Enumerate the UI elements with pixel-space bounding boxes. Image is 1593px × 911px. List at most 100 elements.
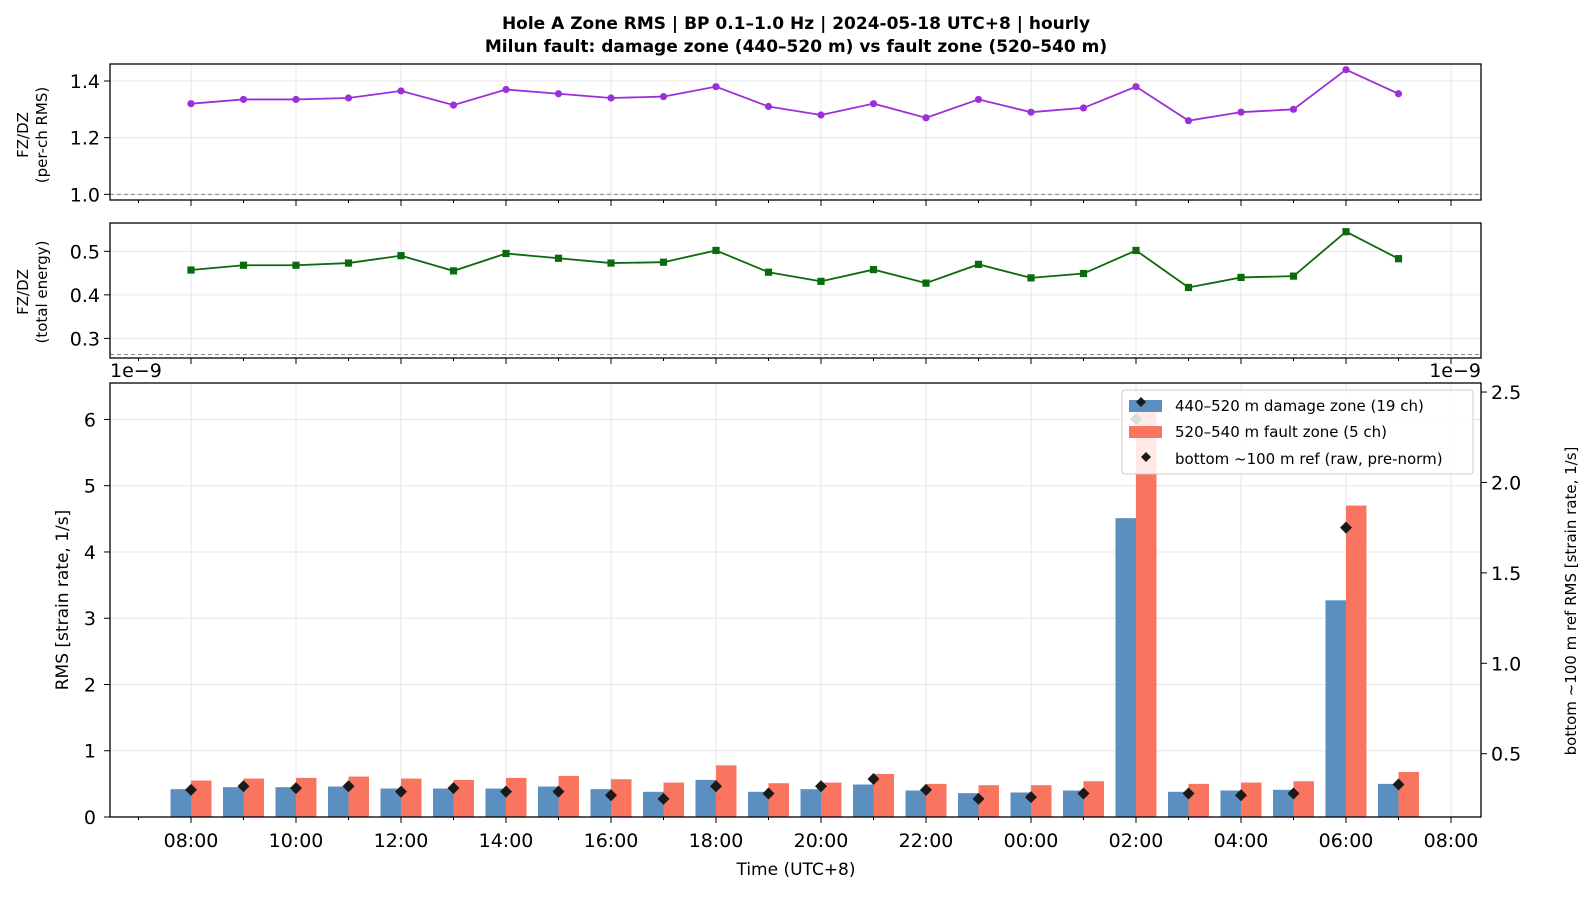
- data-point: [712, 246, 720, 255]
- data-point: [817, 277, 825, 285]
- data-point: [974, 95, 983, 104]
- x-tick-label: 00:00: [1004, 830, 1059, 852]
- legend-marker-reference: [1141, 452, 1151, 462]
- data-point: [817, 111, 825, 119]
- data-point: [344, 259, 353, 267]
- bar-damage-zone: [223, 787, 244, 817]
- right-y-tick-label: 0.5: [1491, 744, 1521, 766]
- bar-damage-zone: [328, 786, 349, 817]
- reference-marker: [1287, 787, 1300, 800]
- reference-marker: [1235, 789, 1247, 802]
- panel1-ylabel-line2: (per-ch RMS): [33, 87, 51, 183]
- reference-marker: [1025, 791, 1037, 804]
- bar-damage-zone: [853, 784, 874, 817]
- panel1-ylabel-line1: FZ/DZ: [14, 112, 32, 158]
- bar-fault-zone: [978, 785, 999, 817]
- bar-fault-zone: [191, 780, 212, 817]
- bar-fault-zone: [716, 765, 737, 817]
- y-tick-label: 5: [84, 476, 96, 498]
- data-point: [659, 92, 668, 101]
- bar-fault-zone: [873, 773, 894, 817]
- bar-fault-zone: [401, 778, 422, 817]
- reference-marker: [290, 782, 302, 795]
- data-point: [1027, 274, 1035, 282]
- panel-frame: [109, 382, 1482, 818]
- panel-ratio-rms: 1.0 1.2 1.4: [70, 63, 1482, 206]
- bar-fault-zone: [506, 777, 527, 817]
- reference-marker: [1182, 787, 1195, 800]
- x-tick-label: 16:00: [584, 830, 639, 852]
- data-point: [659, 258, 668, 266]
- x-tick-label: 12:00: [374, 830, 429, 852]
- bar-damage-zone: [1168, 791, 1189, 817]
- data-point: [344, 94, 353, 102]
- reference-marker: [395, 785, 407, 798]
- reference-marker: [552, 785, 565, 798]
- legend-swatch-fault-zone: [1129, 426, 1162, 438]
- data-point: [554, 254, 563, 262]
- data-point: [1237, 108, 1245, 116]
- x-tick-label: 22:00: [899, 830, 954, 852]
- bar-damage-zone: [170, 789, 191, 817]
- right-y-tick-label: 2.0: [1491, 472, 1521, 494]
- data-point: [397, 87, 405, 95]
- reference-marker: [1340, 521, 1352, 534]
- legend-box: [1121, 389, 1474, 475]
- bar-damage-zone: [538, 786, 559, 817]
- reference-marker: [815, 780, 827, 793]
- data-point: [187, 100, 195, 108]
- reference-marker: [920, 783, 932, 796]
- y-tick-label: 0.5: [70, 241, 100, 263]
- series-line: [190, 68, 1399, 122]
- bar-fault-zone: [243, 778, 264, 817]
- x-axis-label: Time (UTC+8): [735, 860, 855, 880]
- data-point: [449, 101, 458, 109]
- x-tick-label: 06:00: [1319, 830, 1374, 852]
- bar-damage-zone: [433, 788, 454, 817]
- bar-damage-zone: [800, 789, 821, 817]
- bar-fault-zone: [768, 783, 789, 817]
- bar-fault-zone: [1031, 785, 1052, 817]
- reference-marker: [972, 792, 985, 805]
- data-point: [292, 261, 300, 269]
- y-tick-label: 1.2: [70, 128, 100, 150]
- bar-fault-zone: [1188, 783, 1209, 817]
- data-point: [1184, 117, 1193, 125]
- data-point: [292, 95, 300, 104]
- data-point: [1394, 90, 1403, 98]
- bar-fault-zone: [663, 782, 684, 817]
- data-point: [607, 259, 615, 267]
- panel3-ylabel-right: bottom ~100 m ref RMS [strain rate, 1/s]: [1562, 447, 1580, 756]
- bar-fault-zone: [926, 783, 947, 817]
- data-point: [239, 95, 248, 104]
- data-point: [1079, 104, 1088, 112]
- y-tick-label: 0.3: [70, 328, 100, 350]
- data-point: [1289, 105, 1298, 113]
- reference-marker: [657, 792, 670, 805]
- bar-damage-zone: [695, 779, 716, 817]
- bar-damage-zone: [748, 791, 769, 817]
- x-tick-label: 08:00: [164, 830, 219, 852]
- data-point: [449, 267, 458, 275]
- data-point: [1184, 283, 1193, 292]
- reference-marker: [500, 785, 512, 798]
- bar-damage-zone: [1063, 790, 1084, 817]
- bar-fault-zone: [296, 777, 317, 817]
- data-point: [1289, 272, 1298, 280]
- data-point: [712, 83, 720, 91]
- bar-damage-zone: [1220, 790, 1241, 817]
- data-point: [1237, 273, 1245, 282]
- x-tick-label: 02:00: [1109, 830, 1164, 852]
- data-point: [607, 94, 615, 102]
- bar-damage-zone: [1378, 783, 1399, 817]
- data-point: [869, 265, 878, 274]
- data-point: [922, 279, 930, 287]
- reference-marker: [185, 783, 197, 796]
- bar-fault-zone: [1083, 781, 1104, 817]
- reference-marker: [605, 789, 617, 802]
- data-point: [1342, 228, 1350, 236]
- legend-label-damage-zone: 440–520 m damage zone (19 ch): [1175, 397, 1424, 415]
- bar-damage-zone: [1010, 792, 1031, 817]
- panel-ratio-energy: 0.3 0.4 0.5: [70, 222, 1482, 364]
- right-y-tick-label: 2.5: [1491, 382, 1521, 404]
